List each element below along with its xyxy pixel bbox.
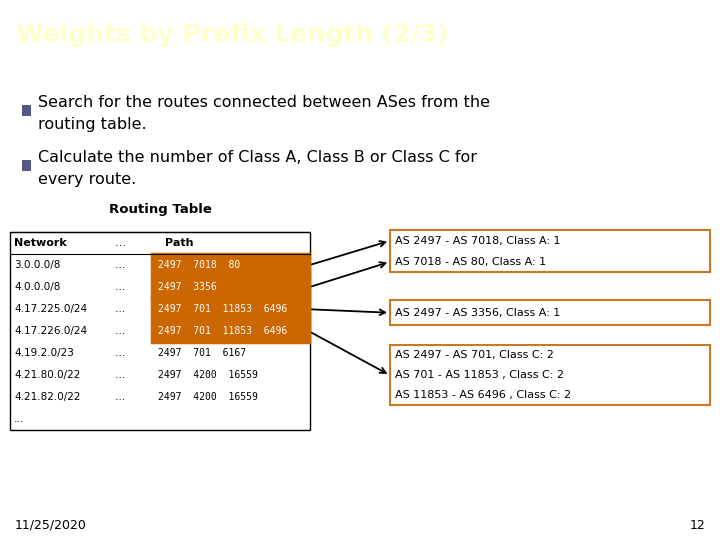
Text: 2497  701  6167: 2497 701 6167 <box>158 348 246 358</box>
Text: 4.17.226.0/24: 4.17.226.0/24 <box>14 326 87 336</box>
Bar <box>152 254 309 298</box>
Bar <box>390 300 710 325</box>
Text: AS 2497 - AS 3356, Class A: 1: AS 2497 - AS 3356, Class A: 1 <box>395 308 560 318</box>
Text: 2497  701  11853  6496: 2497 701 11853 6496 <box>158 304 287 314</box>
Text: AS 2497 - AS 7018, Class A: 1: AS 2497 - AS 7018, Class A: 1 <box>395 236 560 246</box>
Text: AS 2497 - AS 701, Class C: 2: AS 2497 - AS 701, Class C: 2 <box>395 350 554 360</box>
Text: AS 701 - AS 11853 , Class C: 2: AS 701 - AS 11853 , Class C: 2 <box>395 370 564 380</box>
Text: …: … <box>114 326 125 336</box>
Bar <box>152 276 309 298</box>
Text: Path: Path <box>165 238 194 248</box>
Text: Network: Network <box>14 238 67 248</box>
Text: 4.21.80.0/22: 4.21.80.0/22 <box>14 370 81 380</box>
Text: AS 11853 - AS 6496 , Class C: 2: AS 11853 - AS 6496 , Class C: 2 <box>395 390 571 400</box>
Text: Search for the routes connected between ASes from the: Search for the routes connected between … <box>38 95 490 110</box>
Text: 2497  3356: 2497 3356 <box>158 282 217 292</box>
Text: Routing Table: Routing Table <box>109 203 212 216</box>
Text: …: … <box>114 304 125 314</box>
Text: 4.19.2.0/23: 4.19.2.0/23 <box>14 348 74 358</box>
Text: 2497  4200  16559: 2497 4200 16559 <box>158 370 258 380</box>
Text: AS 7018 - AS 80, Class A: 1: AS 7018 - AS 80, Class A: 1 <box>395 256 546 267</box>
Text: …: … <box>114 260 125 270</box>
Text: …: … <box>114 370 125 380</box>
Text: routing table.: routing table. <box>38 117 147 132</box>
Text: every route.: every route. <box>38 172 136 187</box>
Bar <box>22 160 31 171</box>
Bar <box>152 254 309 276</box>
Text: 2497  4200  16559: 2497 4200 16559 <box>158 392 258 402</box>
Text: 2497  701  11853  6496: 2497 701 11853 6496 <box>158 326 287 336</box>
Text: 4.17.225.0/24: 4.17.225.0/24 <box>14 304 87 314</box>
Text: Weights by Prefix Length (2/3): Weights by Prefix Length (2/3) <box>16 23 449 47</box>
Bar <box>152 320 309 342</box>
Text: 2497  7018  80: 2497 7018 80 <box>158 260 240 270</box>
Text: 3.0.0.0/8: 3.0.0.0/8 <box>14 260 60 270</box>
Text: …: … <box>114 238 125 248</box>
Bar <box>390 345 710 406</box>
Bar <box>152 298 309 320</box>
Bar <box>390 230 710 272</box>
Bar <box>22 105 31 116</box>
Text: …: … <box>114 282 125 292</box>
Bar <box>10 232 310 430</box>
Bar <box>152 298 309 342</box>
Text: 4.21.82.0/22: 4.21.82.0/22 <box>14 392 81 402</box>
Text: ...: ... <box>14 414 24 424</box>
Text: 4.0.0.0/8: 4.0.0.0/8 <box>14 282 60 292</box>
Text: …: … <box>114 348 125 358</box>
Text: …: … <box>114 392 125 402</box>
Text: Calculate the number of Class A, Class B or Class C for: Calculate the number of Class A, Class B… <box>38 150 477 165</box>
Text: 11/25/2020: 11/25/2020 <box>14 518 86 532</box>
Text: 12: 12 <box>690 518 706 532</box>
